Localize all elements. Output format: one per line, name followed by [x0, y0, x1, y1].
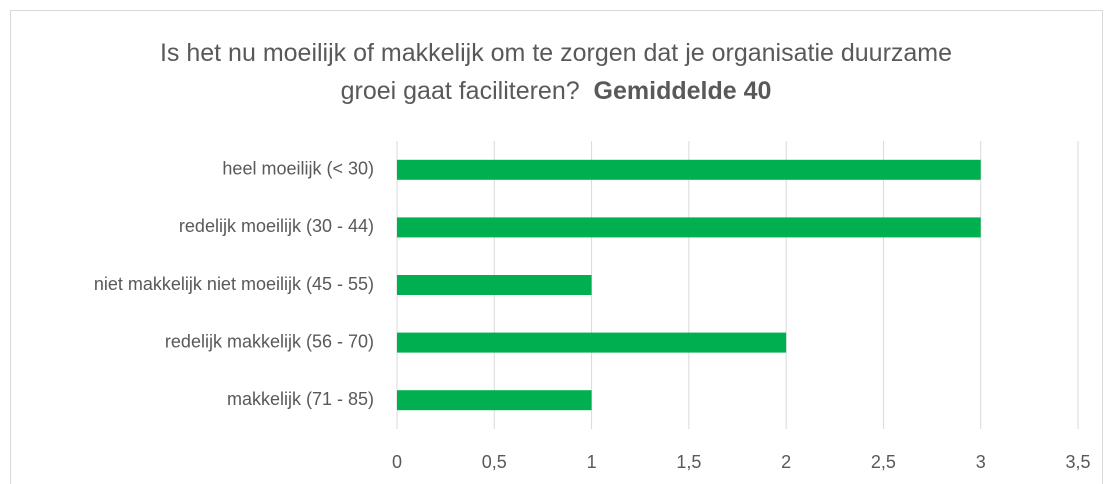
x-tick-label: 2,5	[871, 452, 896, 472]
bar	[397, 275, 592, 295]
x-tick-label: 2	[781, 452, 791, 472]
x-tick-label: 0	[392, 452, 402, 472]
y-tick-label: heel moeilijk (< 30)	[222, 159, 374, 179]
chart-border	[10, 10, 1103, 484]
y-tick-label: redelijk makkelijk (56 - 70)	[165, 331, 374, 351]
bar	[397, 159, 981, 180]
x-tick-label: 3	[976, 452, 986, 472]
x-tick-label: 1	[587, 452, 597, 472]
y-tick-label: redelijk moeilijk (30 - 44)	[179, 216, 374, 236]
x-tick-label: 3,5	[1065, 452, 1090, 472]
chart-title: Is het nu moeilijk of makkelijk om te zo…	[159, 39, 953, 105]
bar	[397, 217, 981, 238]
y-tick-label: makkelijk (71 - 85)	[227, 389, 374, 409]
y-tick-label: niet makkelijk niet moeilijk (45 - 55)	[94, 274, 374, 294]
chart-title-emphasis: Gemiddelde 40	[593, 77, 772, 105]
bar	[397, 332, 787, 353]
chart-title-block: Is het nu moeilijk of makkelijk om te zo…	[150, 34, 962, 110]
x-tick-label: 0,5	[482, 452, 507, 472]
bar	[397, 390, 592, 411]
x-tick-label: 1,5	[676, 452, 701, 472]
